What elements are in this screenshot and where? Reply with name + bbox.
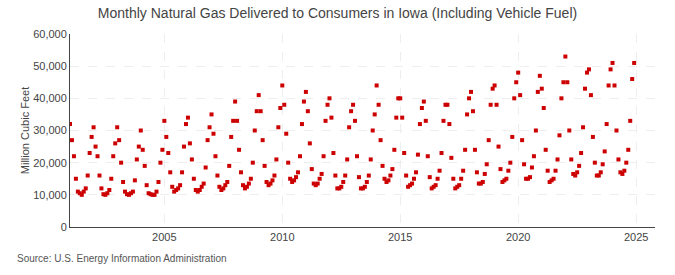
- svg-text:2015: 2015: [388, 231, 412, 243]
- svg-text:2025: 2025: [624, 231, 648, 243]
- svg-text:2010: 2010: [270, 231, 294, 243]
- svg-text:Monthly Natural Gas Delivered: Monthly Natural Gas Delivered to Consume…: [98, 5, 577, 21]
- svg-text:40,000: 40,000: [33, 92, 67, 104]
- svg-text:20,000: 20,000: [33, 157, 67, 169]
- svg-text:60,000: 60,000: [33, 28, 67, 40]
- svg-text:50,000: 50,000: [33, 60, 67, 72]
- svg-text:10,000: 10,000: [33, 189, 67, 201]
- svg-text:0: 0: [61, 221, 67, 233]
- svg-text:Million Cubic Feet: Million Cubic Feet: [19, 87, 31, 174]
- svg-text:2005: 2005: [152, 231, 176, 243]
- svg-text:30,000: 30,000: [33, 124, 67, 136]
- svg-text:2020: 2020: [506, 231, 530, 243]
- svg-text:Source: U.S. Energy Informatio: Source: U.S. Energy Information Administ…: [17, 253, 227, 264]
